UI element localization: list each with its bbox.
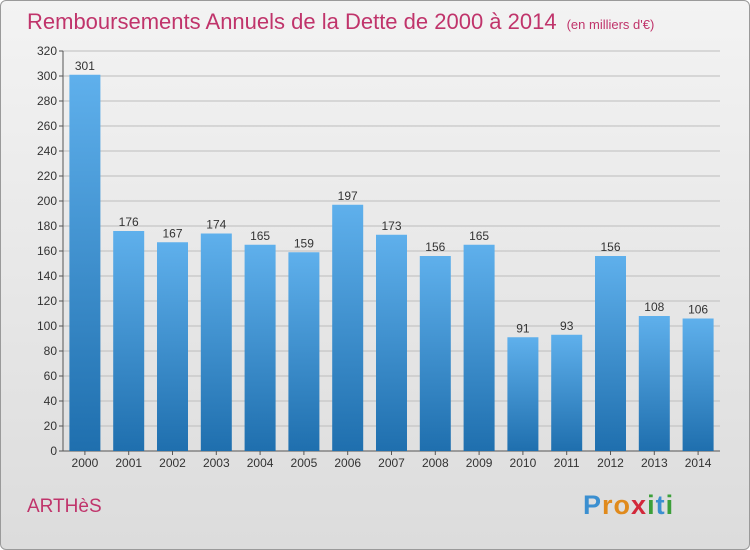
bar [551,334,583,451]
y-tick-label: 100 [37,319,57,333]
x-tick-label: 2005 [291,456,318,470]
y-tick-label: 180 [37,219,57,233]
bar-value-label: 106 [688,303,708,317]
x-tick-label: 2014 [685,456,712,470]
bar-value-label: 167 [162,226,182,240]
bar [682,318,714,451]
bar-value-label: 301 [75,59,95,73]
bar-value-label: 159 [294,236,314,250]
bar [638,316,670,451]
y-tick-label: 300 [37,69,57,83]
y-tick-label: 260 [37,119,57,133]
x-tick-label: 2002 [159,456,186,470]
y-tick-label: 320 [37,44,57,58]
y-tick-label: 80 [44,344,58,358]
x-tick-label: 2001 [115,456,142,470]
bar [332,204,364,451]
bar [288,252,320,451]
logo-letter: x [631,490,648,520]
y-tick-label: 60 [44,369,58,383]
logo-letter: o [613,490,632,520]
logo-letter: P [583,490,603,520]
bar-value-label: 156 [425,240,445,254]
chart-title: Remboursements Annuels de la Dette de 20… [27,9,655,34]
x-tick-label: 2011 [554,456,580,470]
y-tick-label: 200 [37,194,57,208]
logo-letter: t [655,490,666,520]
bar-value-label: 91 [516,321,530,335]
x-tick-label: 2008 [422,456,449,470]
x-tick-label: 2003 [203,456,230,470]
y-tick-label: 120 [37,294,57,308]
bar [157,242,188,451]
bar-value-label: 173 [381,219,401,233]
commune-name: ARTHèS [27,496,102,517]
bar [463,244,495,451]
bar [507,337,539,451]
y-tick-label: 240 [37,144,57,158]
y-tick-label: 160 [37,244,57,258]
bar-value-label: 165 [250,229,270,243]
bar [69,74,101,451]
y-tick-label: 280 [37,94,57,108]
x-tick-label: 2004 [247,456,274,470]
x-tick-label: 2009 [466,456,493,470]
bar [244,244,276,451]
y-tick-label: 0 [50,444,57,458]
bar-value-label: 197 [338,189,358,203]
y-tick-label: 140 [37,269,57,283]
x-tick-label: 2013 [641,456,668,470]
x-tick-label: 2006 [334,456,361,470]
y-tick-label: 220 [37,169,57,183]
bar [419,256,451,451]
bar [113,231,145,451]
bar-value-label: 93 [560,319,574,333]
y-tick-label: 40 [44,394,58,408]
bar-value-label: 156 [600,240,620,254]
bar [200,233,232,451]
bar-value-label: 108 [644,300,664,314]
logo-letter: i [647,490,656,520]
unit-note: (en milliers d'€) [566,17,655,32]
x-tick-label: 2000 [72,456,99,470]
bar-value-label: 174 [206,218,226,232]
bar [376,234,407,451]
logo-letter: r [602,490,614,520]
proxiti-logo: Proxiti [583,490,674,521]
bar [595,256,626,451]
y-tick-label: 20 [44,419,58,433]
x-tick-label: 2007 [378,456,405,470]
bar-value-label: 176 [119,215,139,229]
x-tick-label: 2010 [510,456,537,470]
logo-letter: i [665,490,675,520]
bar-value-label: 165 [469,229,489,243]
x-tick-label: 2012 [597,456,624,470]
